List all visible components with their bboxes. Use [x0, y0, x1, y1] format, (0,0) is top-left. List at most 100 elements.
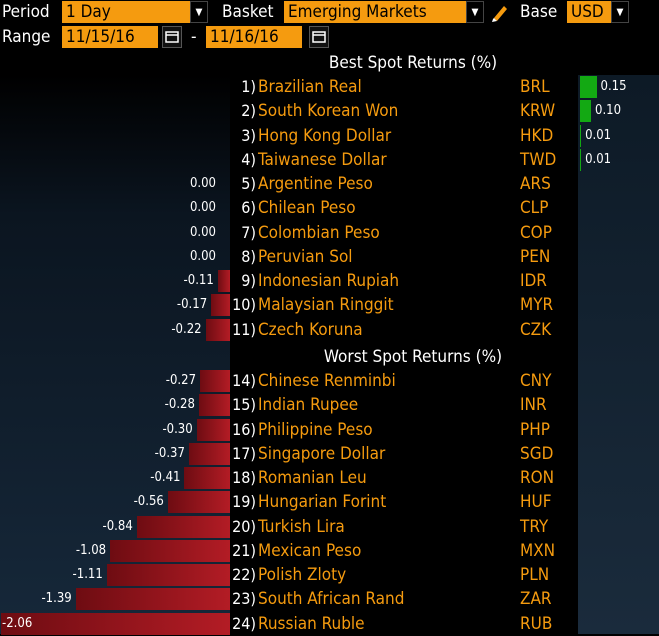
- currency-name[interactable]: Singapore Dollar: [258, 443, 386, 464]
- negative-return-bar: [106, 564, 230, 586]
- range-start-input[interactable]: 11/15/16: [62, 26, 158, 48]
- return-value: -0.11: [183, 273, 214, 288]
- currency-row[interactable]: 17) Singapore Dollar SGD -0.37: [0, 442, 659, 466]
- negative-return-bar: [136, 515, 230, 538]
- currency-name[interactable]: Russian Ruble: [258, 613, 365, 634]
- currency-code: TWD: [520, 149, 557, 170]
- currency-row[interactable]: 24) Russian Ruble RUB -2.06: [0, 612, 659, 636]
- return-value: -0.17: [176, 297, 208, 313]
- negative-return-bar: [211, 294, 230, 317]
- rank-number: 23): [232, 589, 256, 609]
- base-dropdown[interactable]: USD: [567, 1, 611, 23]
- currency-row[interactable]: 6) Chilean Peso CLP 0.00: [0, 196, 659, 220]
- currency-row[interactable]: 5) Argentine Peso ARS 0.00: [0, 172, 659, 196]
- return-value: -0.37: [154, 445, 185, 461]
- currency-row[interactable]: 4) Taiwanese Dollar TWD 0.01: [0, 148, 659, 172]
- currency-row[interactable]: 10) Malaysian Ringgit MYR -0.17: [0, 293, 659, 317]
- negative-return-bar: [205, 318, 230, 341]
- currency-name[interactable]: Brazilian Real: [258, 77, 362, 97]
- rank-number: 10): [232, 295, 256, 315]
- currency-row[interactable]: 9) Indonesian Rupiah IDR -0.11: [0, 269, 659, 293]
- currency-code: COP: [520, 222, 552, 243]
- currency-row[interactable]: 16) Philippine Peso PHP -0.30: [0, 418, 659, 442]
- period-dropdown-arrow-icon[interactable]: ▼: [190, 1, 208, 23]
- currency-row[interactable]: 7) Colombian Peso COP 0.00: [0, 221, 659, 245]
- worst-returns-header: Worst Spot Returns (%): [323, 347, 503, 367]
- currency-code: RON: [520, 468, 555, 488]
- currency-code: HKD: [520, 125, 554, 146]
- currency-name[interactable]: Indian Rupee: [258, 395, 359, 416]
- return-value: -0.84: [102, 518, 133, 534]
- return-value: 0.00: [189, 224, 216, 240]
- rank-number: 6): [241, 198, 256, 218]
- currency-name[interactable]: Colombian Peso: [258, 222, 380, 243]
- currency-code: CZK: [520, 319, 552, 340]
- best-returns-header: Best Spot Returns (%): [328, 53, 498, 73]
- pencil-icon[interactable]: [490, 2, 510, 22]
- range-separator: -: [191, 27, 197, 47]
- currency-name[interactable]: Czech Koruna: [258, 319, 363, 340]
- currency-name[interactable]: Chilean Peso: [258, 198, 356, 219]
- negative-return-bar: [184, 467, 230, 489]
- rank-number: 15): [232, 395, 256, 415]
- rank-number: 24): [232, 613, 256, 633]
- calendar-icon[interactable]: [309, 26, 329, 48]
- range-end-input[interactable]: 11/16/16: [206, 26, 302, 48]
- currency-name[interactable]: Indonesian Rupiah: [258, 271, 400, 291]
- currency-row[interactable]: 19) Hungarian Forint HUF -0.56: [0, 490, 659, 514]
- currency-row[interactable]: 18) Romanian Leu RON -0.41: [0, 466, 659, 490]
- rank-number: 8): [241, 246, 256, 266]
- currency-code: PHP: [520, 419, 550, 440]
- currency-name[interactable]: Mexican Peso: [258, 540, 362, 561]
- currency-code: RUB: [520, 613, 553, 634]
- return-value: -2.06: [2, 615, 33, 631]
- negative-return-bar: [217, 270, 230, 292]
- currency-code: CNY: [520, 371, 552, 391]
- return-value: 0.10: [595, 103, 622, 119]
- negative-return-bar: [196, 418, 230, 441]
- basket-dropdown-arrow-icon[interactable]: ▼: [466, 1, 484, 23]
- currency-name[interactable]: Taiwanese Dollar: [258, 149, 387, 170]
- currency-name[interactable]: Philippine Peso: [258, 419, 373, 440]
- rank-number: 9): [241, 271, 256, 290]
- return-value: -1.11: [72, 567, 103, 582]
- calendar-icon[interactable]: [162, 26, 182, 48]
- currency-name[interactable]: Chinese Renminbi: [258, 371, 396, 391]
- currency-name[interactable]: Polish Zloty: [258, 565, 347, 585]
- currency-name[interactable]: South Korean Won: [258, 101, 399, 122]
- rank-number: 18): [232, 468, 256, 487]
- currency-row[interactable]: 3) Hong Kong Dollar HKD 0.01: [0, 124, 659, 148]
- basket-label: Basket: [222, 2, 274, 22]
- currency-row[interactable]: 20) Turkish Lira TRY -0.84: [0, 515, 659, 539]
- currency-name[interactable]: Turkish Lira: [258, 516, 345, 537]
- currency-row[interactable]: 21) Mexican Peso MXN -1.08: [0, 539, 659, 563]
- currency-name[interactable]: Peruvian Sol: [258, 246, 353, 267]
- currency-row[interactable]: 23) South African Rand ZAR -1.39: [0, 587, 659, 611]
- currency-row[interactable]: 15) Indian Rupee INR -0.28: [0, 393, 659, 417]
- currency-row[interactable]: 8) Peruvian Sol PEN 0.00: [0, 245, 659, 269]
- currency-name[interactable]: Hong Kong Dollar: [258, 125, 392, 146]
- currency-name[interactable]: Argentine Peso: [258, 174, 373, 194]
- basket-dropdown[interactable]: Emerging Markets: [284, 1, 466, 23]
- currency-name[interactable]: Malaysian Ringgit: [258, 295, 394, 316]
- rank-number: 7): [241, 222, 256, 242]
- currency-name[interactable]: Hungarian Forint: [258, 492, 387, 513]
- return-value: -0.30: [162, 421, 193, 437]
- currency-row[interactable]: 2) South Korean Won KRW 0.10: [0, 99, 659, 123]
- return-value: -0.28: [164, 397, 195, 413]
- positive-return-bar: [580, 124, 582, 147]
- period-dropdown[interactable]: 1 Day: [62, 1, 190, 23]
- currency-code: TRY: [520, 516, 549, 537]
- return-value: 0.00: [189, 248, 216, 264]
- positive-returns-panel: [578, 75, 659, 634]
- currency-name[interactable]: Romanian Leu: [258, 468, 367, 488]
- currency-row[interactable]: 22) Polish Zloty PLN -1.11: [0, 563, 659, 587]
- base-dropdown-arrow-icon[interactable]: ▼: [611, 1, 629, 23]
- rank-number: 22): [232, 565, 256, 584]
- currency-row[interactable]: 11) Czech Koruna CZK -0.22: [0, 318, 659, 342]
- currency-code: CLP: [520, 198, 549, 219]
- currency-row[interactable]: 1) Brazilian Real BRL 0.15: [0, 75, 659, 99]
- currency-row[interactable]: 14) Chinese Renminbi CNY -0.27: [0, 369, 659, 393]
- negative-return-bar: [110, 539, 230, 562]
- currency-name[interactable]: South African Rand: [258, 589, 405, 610]
